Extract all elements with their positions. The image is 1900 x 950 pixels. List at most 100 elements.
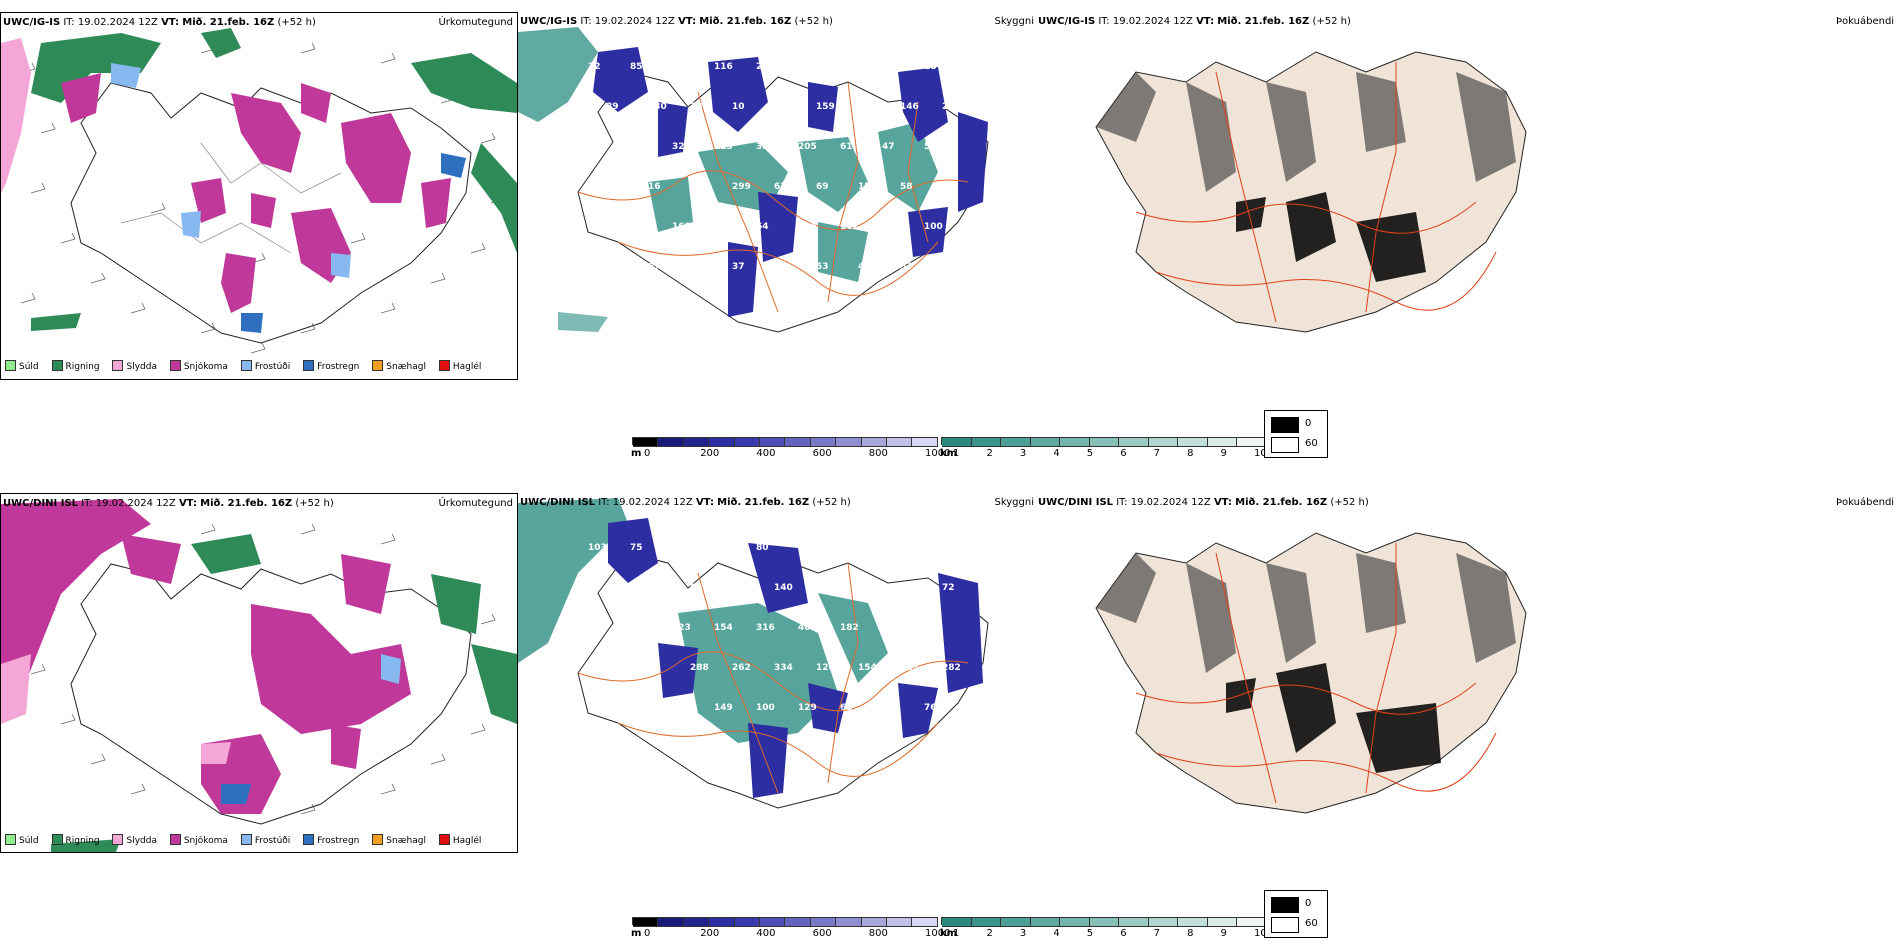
legend-item: Rigning — [51, 834, 100, 847]
cloud-base-label: 58 — [900, 182, 913, 192]
colorbar-segment — [1060, 917, 1090, 927]
colorbar-segment — [709, 917, 735, 927]
colorbar-segment — [1089, 437, 1120, 447]
cloud-base-label: 103 — [588, 543, 607, 553]
colorbar-segment — [683, 437, 710, 447]
colorbar-segment — [1237, 917, 1267, 927]
fog-legend-bottom-label: 60 — [1305, 438, 1318, 449]
cloud-base-label: 138 — [858, 102, 877, 112]
cloud-base-label: 37 — [732, 262, 745, 272]
cloud-map-top — [518, 12, 1036, 342]
colorbar-segment — [810, 917, 837, 927]
cloud-base-label: 139 — [630, 222, 649, 232]
fog-title-top: Þokuábendi — [1836, 16, 1895, 27]
cloud-base-label: 258 — [756, 62, 775, 72]
legend-swatch — [112, 360, 124, 371]
legend-item: Snjókoma — [169, 834, 228, 847]
colorbar-tick: 4 — [1053, 448, 1060, 459]
precip-panel-bottom: UWC/DINI ISL IT: 19.02.2024 12Z VT: Mið.… — [0, 493, 518, 853]
cloud-base-label: 201 — [630, 142, 649, 152]
legend-item: Súld — [5, 360, 39, 373]
legend-swatch — [438, 360, 450, 371]
cloud-base-label: 205 — [798, 142, 817, 152]
legend-item: Rigning — [51, 360, 100, 373]
cloud-base-label: 56 — [840, 62, 853, 72]
colorbar-segment — [1001, 437, 1031, 447]
colorbar-tick: 2 — [986, 928, 993, 939]
cloud-base-label: 130 — [798, 62, 817, 72]
legend-swatch — [303, 834, 315, 845]
cloud-base-label: 47 — [882, 142, 895, 152]
cloud-base-label: 125 — [942, 262, 961, 272]
legend-swatch — [5, 360, 16, 371]
cloud-base-label: 64 — [756, 222, 769, 232]
fog-legend-dark — [1271, 897, 1299, 913]
colorbar-tick: 7 — [1153, 928, 1161, 939]
colorbar-unit: km — [940, 448, 958, 459]
colorbar-tick: 1 — [953, 448, 960, 459]
model-name: UWC/IG-IS — [1038, 16, 1096, 27]
precip-legend-top: Súld Rigning Slydda Snjókoma Frostúði Fr… — [5, 360, 491, 373]
cloud-base-label: 16 — [774, 102, 787, 112]
cloud-base-label: 69 — [816, 182, 829, 192]
colorbar-unit: km — [940, 928, 958, 939]
cloud-base-label: 85 — [606, 663, 619, 673]
colorbar-tick: 8 — [1187, 448, 1194, 459]
cloud-panel-bottom: UWC/DINI ISL IT: 19.02.2024 12Z VT: Mið.… — [518, 493, 1036, 853]
legend-swatch — [169, 834, 181, 845]
cloud-base-label: 67 — [648, 262, 661, 272]
fog-legend-dark — [1271, 417, 1299, 433]
vt-label: VT: — [161, 17, 180, 28]
colorbar-tick: 10 — [1254, 448, 1267, 459]
fog-legend-top-label: 0 — [1305, 418, 1312, 429]
cloud-base-label: 65 — [840, 703, 853, 713]
colorbar-segment — [942, 917, 972, 927]
colorbar-segment — [734, 437, 761, 447]
colorbar-segment — [971, 437, 1002, 447]
cloud-base-label: 186 — [882, 623, 901, 633]
cloud-base-label: 95 — [840, 543, 853, 553]
cloud-base-label: 66 — [714, 222, 727, 232]
cloud-base-label: 154 — [714, 623, 733, 633]
colorbar-segment — [971, 917, 1002, 927]
colorbar-tick: 0 — [644, 928, 651, 939]
cloud-base-label: 80 — [690, 182, 703, 192]
cloud-base-label: 288 — [690, 663, 709, 673]
fog-legend-bottom: 0 60 — [1264, 890, 1328, 938]
colorbar-tick: 600 — [812, 928, 832, 939]
cloud-base-label: 44 — [714, 543, 727, 553]
cloud-base-label: 334 — [774, 663, 793, 673]
fog-map-bottom — [1036, 493, 1900, 853]
fog-legend-light — [1271, 917, 1299, 933]
fog-panel-top: UWC/IG-IS IT: 19.02.2024 12Z VT: Mið. 21… — [1036, 12, 1900, 380]
precip-header-bottom: UWC/DINI ISL IT: 19.02.2024 12Z VT: Mið.… — [3, 498, 334, 509]
colorbar-tick: 3 — [1019, 928, 1027, 939]
cloud-base-label: 117 — [606, 262, 625, 272]
cloud-base-label: 321 — [672, 142, 691, 152]
legend-item: Súld — [5, 834, 39, 847]
vt-value: Mið. 21.feb. 16Z — [182, 17, 275, 28]
legend-item: Snæhagl — [372, 834, 426, 847]
cloud-base-label: 230 — [648, 102, 667, 112]
colorbar-tick: 400 — [756, 448, 776, 459]
colorbar-segment — [1148, 917, 1179, 927]
cloud-base-label: 262 — [732, 663, 751, 673]
legend-item: Frostregn — [303, 360, 359, 373]
cloud-base-label: 120 — [816, 663, 835, 673]
legend-swatch — [169, 360, 181, 371]
lead-time: (+52 h) — [277, 17, 316, 28]
cloud-base-label: 162 — [840, 222, 859, 232]
cloud-base-label: 57 — [882, 703, 895, 713]
precip-map-bottom — [1, 494, 517, 852]
map-labels-bottom: 103 75 100 44 80 231 95 175 59 400 51 64 115 140 57 113… — [518, 493, 1036, 813]
colorbar-tick: 200 — [700, 928, 720, 939]
colorbar-segment — [942, 437, 972, 447]
precip-title-top: Úrkomutegund — [438, 17, 513, 28]
colorbar-segment — [1089, 917, 1120, 927]
cloud-base-label: 299 — [732, 182, 751, 192]
cloud-base-label: 63 — [672, 62, 685, 72]
precip-legend-bottom: Súld Rigning Slydda Snjókoma Frostúði Fr… — [5, 834, 491, 847]
colorbar-segment — [887, 437, 913, 447]
cloud-base-label: 85 — [588, 222, 601, 232]
colorbar-segment — [785, 917, 811, 927]
